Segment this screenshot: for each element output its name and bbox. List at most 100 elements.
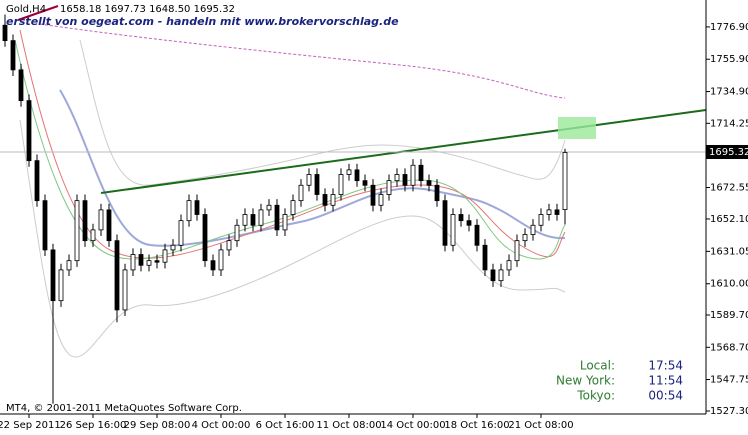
y-tick-label: 1547.75 (710, 375, 748, 386)
moving-average (39, 23, 566, 99)
candle-body (514, 240, 520, 262)
candles (2, 14, 568, 404)
candle-body (50, 249, 56, 302)
candle-body (202, 214, 208, 262)
candle-body (554, 209, 560, 215)
candle-body (258, 209, 264, 226)
candle-body (66, 260, 72, 271)
candle-body (362, 180, 368, 186)
candle-body (18, 69, 24, 102)
y-tick-label: 1652.10 (710, 214, 748, 225)
candle-body (106, 209, 112, 242)
candle-body (2, 24, 8, 42)
y-tick-label: 1568.70 (710, 342, 748, 353)
candle-body (74, 200, 80, 262)
candle-body (130, 254, 136, 271)
candle-body (242, 214, 248, 226)
bollinger-band (19, 119, 566, 358)
x-tick-label: 26 Sep 16:00 (60, 420, 127, 431)
candle-body (10, 40, 16, 71)
x-tick-label: 18 Oct 16:00 (444, 420, 509, 431)
y-tick-label: 1672.55 (710, 182, 748, 193)
candle-body (490, 269, 496, 282)
candle-body (314, 174, 320, 195)
candle-body (386, 180, 392, 195)
candle-body (434, 184, 440, 202)
candle-body (186, 200, 192, 222)
clock-time: 11:54 (648, 374, 683, 388)
x-tick-label: 6 Oct 16:00 (256, 420, 315, 431)
candle-body (170, 244, 176, 251)
moving-average (14, 39, 566, 260)
candle-body (42, 200, 48, 251)
candle-body (34, 160, 40, 202)
candle-body (26, 100, 32, 162)
clock-time: 17:54 (648, 359, 683, 373)
candle-body (146, 260, 152, 266)
candle-body (178, 220, 184, 246)
candle-body (370, 184, 376, 206)
candle-body (450, 214, 456, 246)
clock-label: Tokyo: (576, 389, 615, 403)
target-zone (558, 117, 596, 139)
clock-time: 00:54 (648, 389, 683, 403)
candle-body (122, 269, 128, 311)
candle-body (426, 180, 432, 186)
y-tick-label: 1776.90 (710, 22, 748, 33)
clock-label: New York: (556, 374, 615, 388)
symbol: Gold,H4 (6, 4, 46, 15)
watermark: erstellt von oegeat.com - handeln mit ww… (6, 15, 399, 28)
x-tick-label: 29 Sep 08:00 (124, 420, 191, 431)
candle-body (210, 260, 216, 271)
candle-body (530, 224, 536, 235)
y-tick-label: 1527.30 (710, 406, 748, 417)
candle-body (250, 214, 256, 226)
candle-body (442, 200, 448, 246)
copyright: MT4, © 2001-2011 MetaQuotes Software Cor… (6, 403, 242, 414)
candle-body (194, 200, 200, 215)
x-tick-label: 22 Sep 2011 (0, 420, 61, 431)
header-values: 1658.18 1697.73 1648.50 1695.32 (60, 4, 235, 15)
candle-body (474, 224, 480, 246)
y-tick-label: 1631.05 (710, 246, 748, 257)
moving-average (59, 89, 566, 247)
candle-body (274, 204, 280, 231)
bollinger-band (79, 39, 566, 186)
candle-body (82, 200, 88, 242)
x-tick-label: 14 Oct 00:00 (380, 420, 445, 431)
candle-body (394, 174, 400, 182)
candle-body (354, 169, 360, 182)
candle-body (218, 249, 224, 271)
y-tick-label: 1755.90 (710, 54, 748, 65)
y-tick-label: 1734.90 (710, 87, 748, 98)
candle-body (338, 174, 344, 195)
candle-body (330, 194, 336, 206)
price-marker (706, 145, 748, 159)
candle-body (410, 164, 416, 186)
x-tick-label: 21 Oct 08:00 (508, 420, 573, 431)
candle-body (546, 209, 552, 215)
candle-body (290, 200, 296, 215)
candle-body (58, 269, 64, 302)
y-tick-label: 1589.70 (710, 310, 748, 321)
candle-body (154, 260, 160, 263)
y-tick-label: 1714.25 (710, 118, 748, 129)
candle-body (522, 234, 528, 242)
current-price: 1695.32 (709, 147, 748, 158)
candle-body (322, 194, 328, 206)
candle-body (298, 184, 304, 202)
candle-body (418, 164, 424, 182)
candle-body (266, 204, 272, 211)
candle-body (506, 260, 512, 271)
candle-body (402, 174, 408, 186)
candle-body (282, 214, 288, 231)
candle-body (562, 152, 568, 211)
drawn-line (17, 5, 59, 21)
candle-body (538, 214, 544, 226)
candle-body (162, 249, 168, 263)
candle-body (234, 224, 240, 242)
candle-body (346, 169, 352, 175)
y-tick-label: 1610.00 (710, 279, 748, 290)
